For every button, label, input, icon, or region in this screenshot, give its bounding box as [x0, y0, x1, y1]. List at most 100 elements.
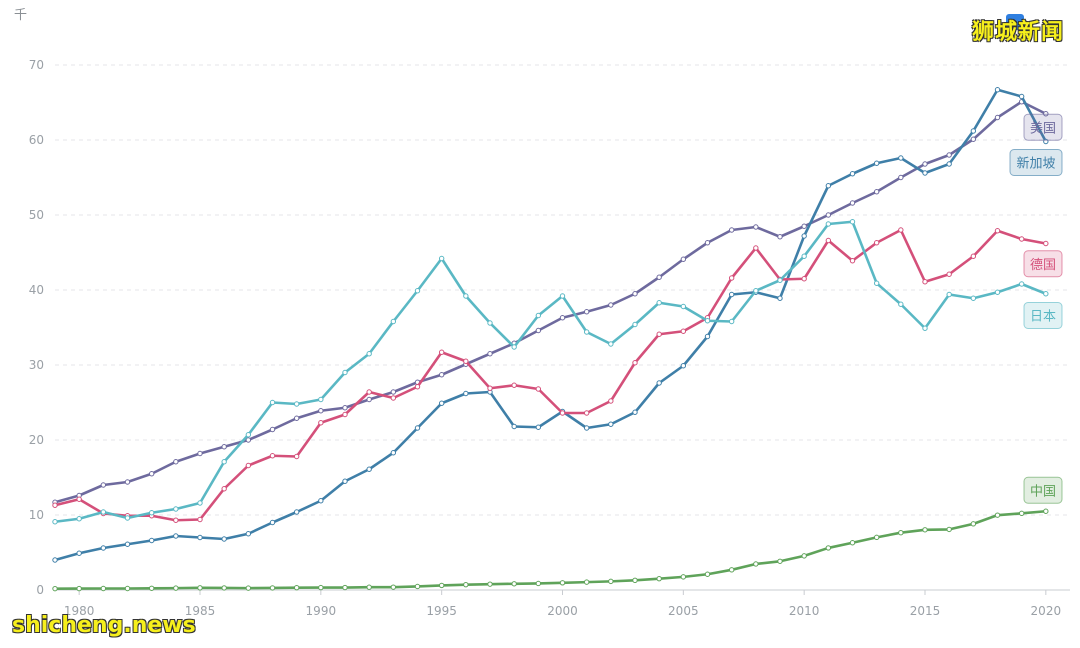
data-point [269, 585, 276, 591]
data-point [680, 574, 687, 580]
data-point [777, 234, 783, 240]
data-point [608, 578, 614, 585]
data-point [52, 502, 58, 508]
data-point [777, 295, 783, 301]
data-point [583, 579, 590, 585]
data-point [728, 318, 735, 325]
data-point [76, 516, 82, 522]
data-point [680, 303, 687, 310]
data-point [124, 541, 131, 547]
data-point [559, 293, 566, 299]
data-point [873, 160, 880, 166]
data-point [559, 410, 566, 416]
data-point [801, 553, 807, 559]
data-point [463, 390, 469, 397]
data-point [994, 289, 1001, 295]
data-point [946, 161, 952, 167]
data-point [583, 329, 590, 335]
data-point [656, 274, 662, 280]
y-tick-label: 0 [36, 583, 44, 597]
data-point [753, 245, 759, 251]
data-point [825, 545, 832, 551]
data-point [1018, 510, 1025, 517]
data-point [801, 276, 807, 282]
data-point [632, 291, 638, 297]
data-point [269, 519, 276, 526]
y-tick-label: 50 [29, 208, 44, 222]
data-point [777, 277, 783, 283]
data-point [511, 581, 517, 587]
data-point [922, 325, 928, 331]
data-point [342, 584, 348, 591]
data-point [221, 585, 227, 591]
data-point [463, 358, 469, 364]
y-unit-label: 千 [14, 8, 27, 23]
data-point [632, 360, 638, 366]
data-point [559, 580, 566, 586]
data-point [704, 240, 711, 246]
data-point [269, 453, 276, 459]
data-point [438, 255, 445, 262]
data-point [728, 275, 735, 281]
end-label-新加坡: 新加坡 [1016, 156, 1055, 172]
data-point [559, 315, 566, 321]
data-point [898, 530, 904, 536]
y-tick-label: 60 [29, 133, 44, 147]
data-point [704, 333, 711, 340]
data-point [849, 200, 856, 206]
data-point [994, 512, 1001, 518]
x-tick-label: 2020 [1031, 604, 1062, 618]
end-label-box [1023, 302, 1063, 329]
data-point [438, 349, 445, 355]
data-point [680, 328, 687, 334]
data-point [124, 585, 131, 592]
data-point [704, 571, 711, 577]
y-tick-label: 30 [29, 358, 44, 372]
data-point [970, 128, 977, 134]
data-point [366, 584, 372, 590]
data-point [825, 212, 832, 218]
x-tick-label: 2015 [910, 604, 941, 618]
x-tick-label: 1995 [426, 604, 457, 618]
data-point [173, 506, 179, 512]
end-label-德国: 德国 [1030, 258, 1056, 273]
data-point [124, 479, 131, 485]
watermark-bottom-left: shicheng.news [12, 613, 196, 638]
data-point [487, 320, 493, 326]
data-point [873, 189, 880, 195]
data-point [173, 517, 179, 523]
data-point [656, 380, 662, 386]
data-point [100, 509, 107, 515]
data-point [318, 396, 324, 403]
data-point [221, 486, 227, 492]
watermark-top-right: 狮城新闻 [971, 20, 1064, 45]
data-point [293, 584, 300, 591]
data-point [366, 351, 372, 357]
data-point [898, 174, 904, 181]
end-label-美国: 美国 [1030, 121, 1056, 136]
data-point [438, 372, 445, 378]
data-point [390, 395, 397, 401]
data-point [898, 301, 904, 307]
data-point [777, 558, 783, 564]
x-tick-label: 2000 [547, 604, 578, 618]
logo-icon [1006, 14, 1024, 30]
data-point [898, 155, 904, 161]
data-point [342, 405, 348, 411]
data-point [318, 584, 324, 591]
data-point [318, 498, 324, 504]
data-point [390, 389, 397, 395]
data-point [849, 540, 856, 546]
data-point [656, 331, 662, 337]
data-point [970, 295, 977, 301]
data-point [52, 585, 58, 592]
data-point [366, 389, 372, 395]
data-point [76, 585, 82, 592]
data-point [704, 318, 711, 324]
x-tick-label: 2005 [668, 604, 699, 618]
y-tick-label: 40 [29, 283, 44, 297]
y-tick-label: 20 [29, 433, 44, 447]
data-point [825, 237, 832, 244]
data-point [100, 545, 107, 551]
